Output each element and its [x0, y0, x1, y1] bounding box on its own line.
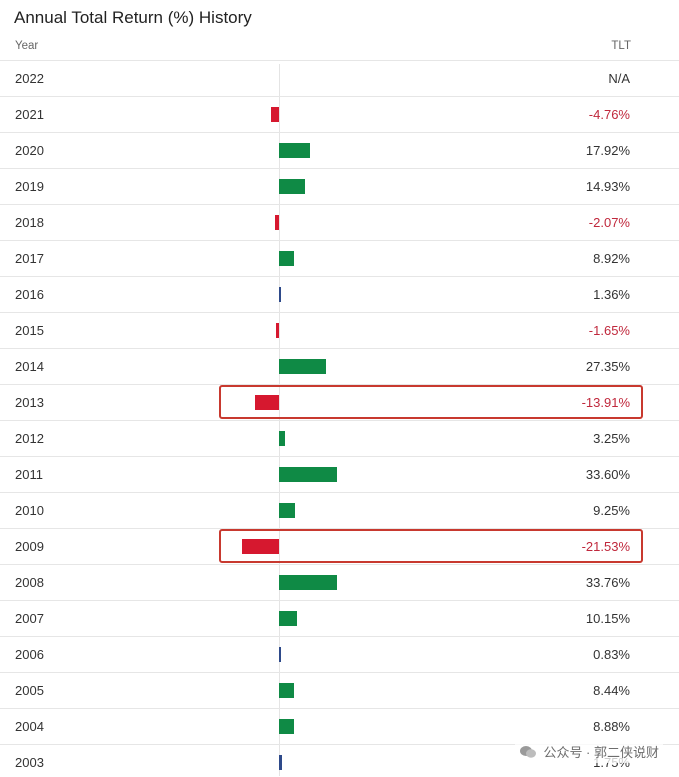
return-value: 14.93% — [585, 179, 630, 194]
return-bar — [279, 359, 327, 374]
table-header: Year TLT — [0, 38, 679, 60]
year-label: 2020 — [15, 143, 44, 158]
table-row: 2007 10.15% — [0, 600, 679, 636]
return-value: 8.88% — [593, 719, 630, 734]
return-value: -4.76% — [588, 107, 630, 122]
year-label: 2003 — [15, 755, 44, 770]
year-label: 2011 — [15, 467, 43, 482]
year-label: 2019 — [15, 179, 44, 194]
return-bar — [275, 215, 279, 230]
table-row: 2008 33.76% — [0, 564, 679, 600]
year-label: 2012 — [15, 431, 44, 446]
return-bar — [254, 395, 279, 410]
table-row: 2005 8.44% — [0, 672, 679, 708]
return-bar — [279, 755, 283, 770]
return-bar — [279, 503, 295, 518]
table-row: 2014 27.35% — [0, 348, 679, 384]
return-value: -21.53% — [581, 539, 630, 554]
table-row: 2022 N/A — [0, 60, 679, 96]
return-value: 33.76% — [585, 575, 630, 590]
watermark-text: 公众号 · 郭二侠说财 — [543, 745, 659, 760]
return-value: N/A — [608, 71, 630, 86]
return-value: 9.25% — [593, 503, 630, 518]
year-label: 2009 — [15, 539, 44, 554]
return-bar — [279, 647, 281, 662]
table-row: 2013 -13.91% — [0, 384, 679, 420]
year-label: 2010 — [15, 503, 44, 518]
return-bar — [279, 287, 282, 302]
return-value: 3.25% — [593, 431, 630, 446]
table-row: 2021 -4.76% — [0, 96, 679, 132]
table-row: 2010 9.25% — [0, 492, 679, 528]
tlt-column-header: TLT — [611, 40, 631, 52]
return-bar — [270, 107, 279, 122]
return-value: 17.92% — [585, 143, 630, 158]
return-bar — [241, 539, 279, 554]
year-label: 2014 — [15, 359, 44, 374]
return-value: -13.91% — [581, 395, 630, 410]
return-value: 10.15% — [585, 611, 630, 626]
year-label: 2005 — [15, 683, 44, 698]
highlight-box — [219, 385, 643, 419]
return-value: 27.35% — [585, 359, 630, 374]
table-row: 2012 3.25% — [0, 420, 679, 456]
table-row: 2019 14.93% — [0, 168, 679, 204]
year-label: 2006 — [15, 647, 44, 662]
watermark: 公众号 · 郭二侠说财 — [515, 740, 663, 763]
table-row: 2017 8.92% — [0, 240, 679, 276]
year-label: 2004 — [15, 719, 44, 734]
table-row: 2009 -21.53% — [0, 528, 679, 564]
table-row: 2020 17.92% — [0, 132, 679, 168]
return-bar — [279, 683, 294, 698]
return-bar — [279, 431, 285, 446]
table-row: 2015 -1.65% — [0, 312, 679, 348]
year-label: 2015 — [15, 323, 44, 338]
return-value: 0.83% — [593, 647, 630, 662]
table-row: 2004 8.88% — [0, 708, 679, 744]
return-value: -2.07% — [588, 215, 630, 230]
year-label: 2007 — [15, 611, 44, 626]
return-bar — [279, 143, 310, 158]
return-bar — [279, 467, 338, 482]
return-value: 1.36% — [593, 287, 630, 302]
return-value: 8.44% — [593, 683, 630, 698]
year-label: 2013 — [15, 395, 44, 410]
return-bar — [279, 179, 305, 194]
year-label: 2018 — [15, 215, 44, 230]
highlight-box — [219, 529, 643, 563]
return-value: 8.92% — [593, 251, 630, 266]
return-bar — [276, 323, 279, 338]
table-row: 2016 1.36% — [0, 276, 679, 312]
return-value: -1.65% — [588, 323, 630, 338]
return-bar — [279, 611, 297, 626]
chart-title: Annual Total Return (%) History — [14, 8, 252, 27]
return-bar — [279, 575, 338, 590]
return-bar — [279, 251, 295, 266]
table-row: 2006 0.83% — [0, 636, 679, 672]
year-column-header: Year — [15, 40, 39, 52]
table-row: 2011 33.60% — [0, 456, 679, 492]
year-label: 2017 — [15, 251, 44, 266]
year-label: 2022 — [15, 71, 44, 86]
year-label: 2016 — [15, 287, 44, 302]
year-label: 2008 — [15, 575, 44, 590]
year-label: 2021 — [15, 107, 44, 122]
wechat-icon — [519, 745, 537, 759]
return-bar — [279, 719, 295, 734]
return-value: 33.60% — [585, 467, 630, 482]
table-row: 2018 -2.07% — [0, 204, 679, 240]
